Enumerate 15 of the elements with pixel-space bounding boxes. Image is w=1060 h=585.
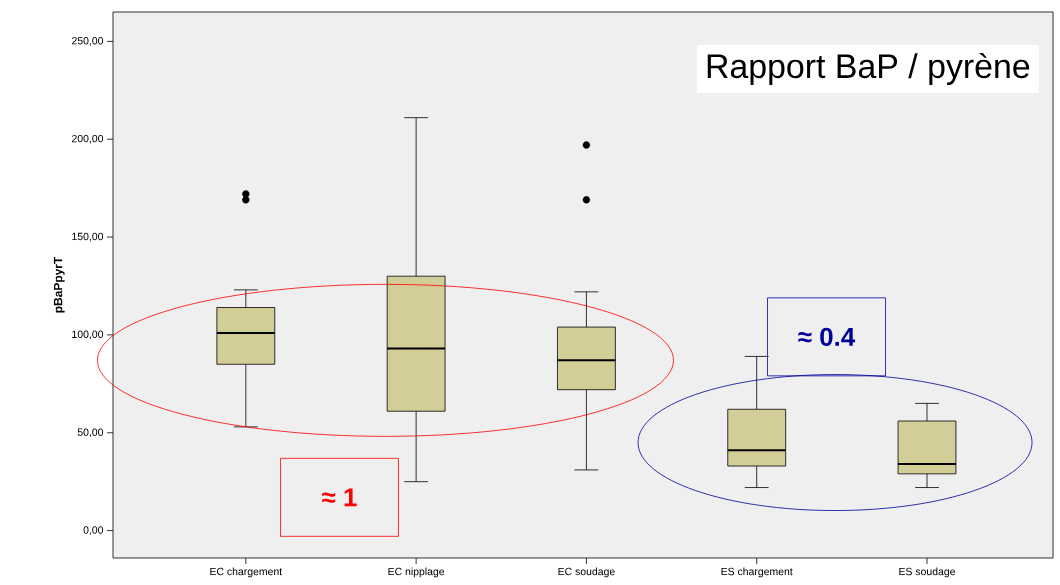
x-tick-label: EC soudage	[558, 567, 615, 578]
y-tick-label: 0,00	[83, 526, 104, 535]
y-tick-label: 200,00	[72, 134, 104, 144]
annotation: ≈ 0.4	[798, 327, 856, 347]
y-tick-label: 150,00	[72, 232, 104, 242]
annotation: ≈ 1	[322, 488, 357, 507]
text: Rapport BaP / pyrène	[707, 52, 1030, 85]
x-tick-label: ES soudage	[899, 567, 956, 578]
y-axis-title: pBaPpyrT	[53, 256, 65, 313]
x-tick-label: EC chargement	[210, 567, 283, 578]
y-tick-label: 50,00	[77, 428, 104, 438]
y-tick-label: 250,00	[72, 37, 104, 46]
x-tick-label: ES chargement	[721, 567, 793, 578]
x-tick-label: EC nipplage	[388, 567, 445, 578]
y-tick-label: 100,00	[72, 330, 104, 340]
